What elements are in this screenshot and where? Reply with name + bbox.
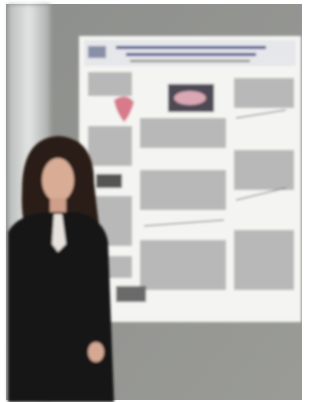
- poster-authors: [130, 60, 250, 62]
- poster: [79, 36, 301, 322]
- poster-title-line: [126, 53, 256, 56]
- page: [0, 0, 304, 402]
- poster-figure: [96, 174, 122, 188]
- poster-title-line: [116, 46, 266, 49]
- face: [42, 158, 74, 202]
- poster-photo-subject: [174, 91, 206, 105]
- poster-figure: [116, 286, 146, 302]
- poster-logo: [88, 46, 106, 58]
- hand: [88, 342, 104, 362]
- photo: [0, 0, 304, 402]
